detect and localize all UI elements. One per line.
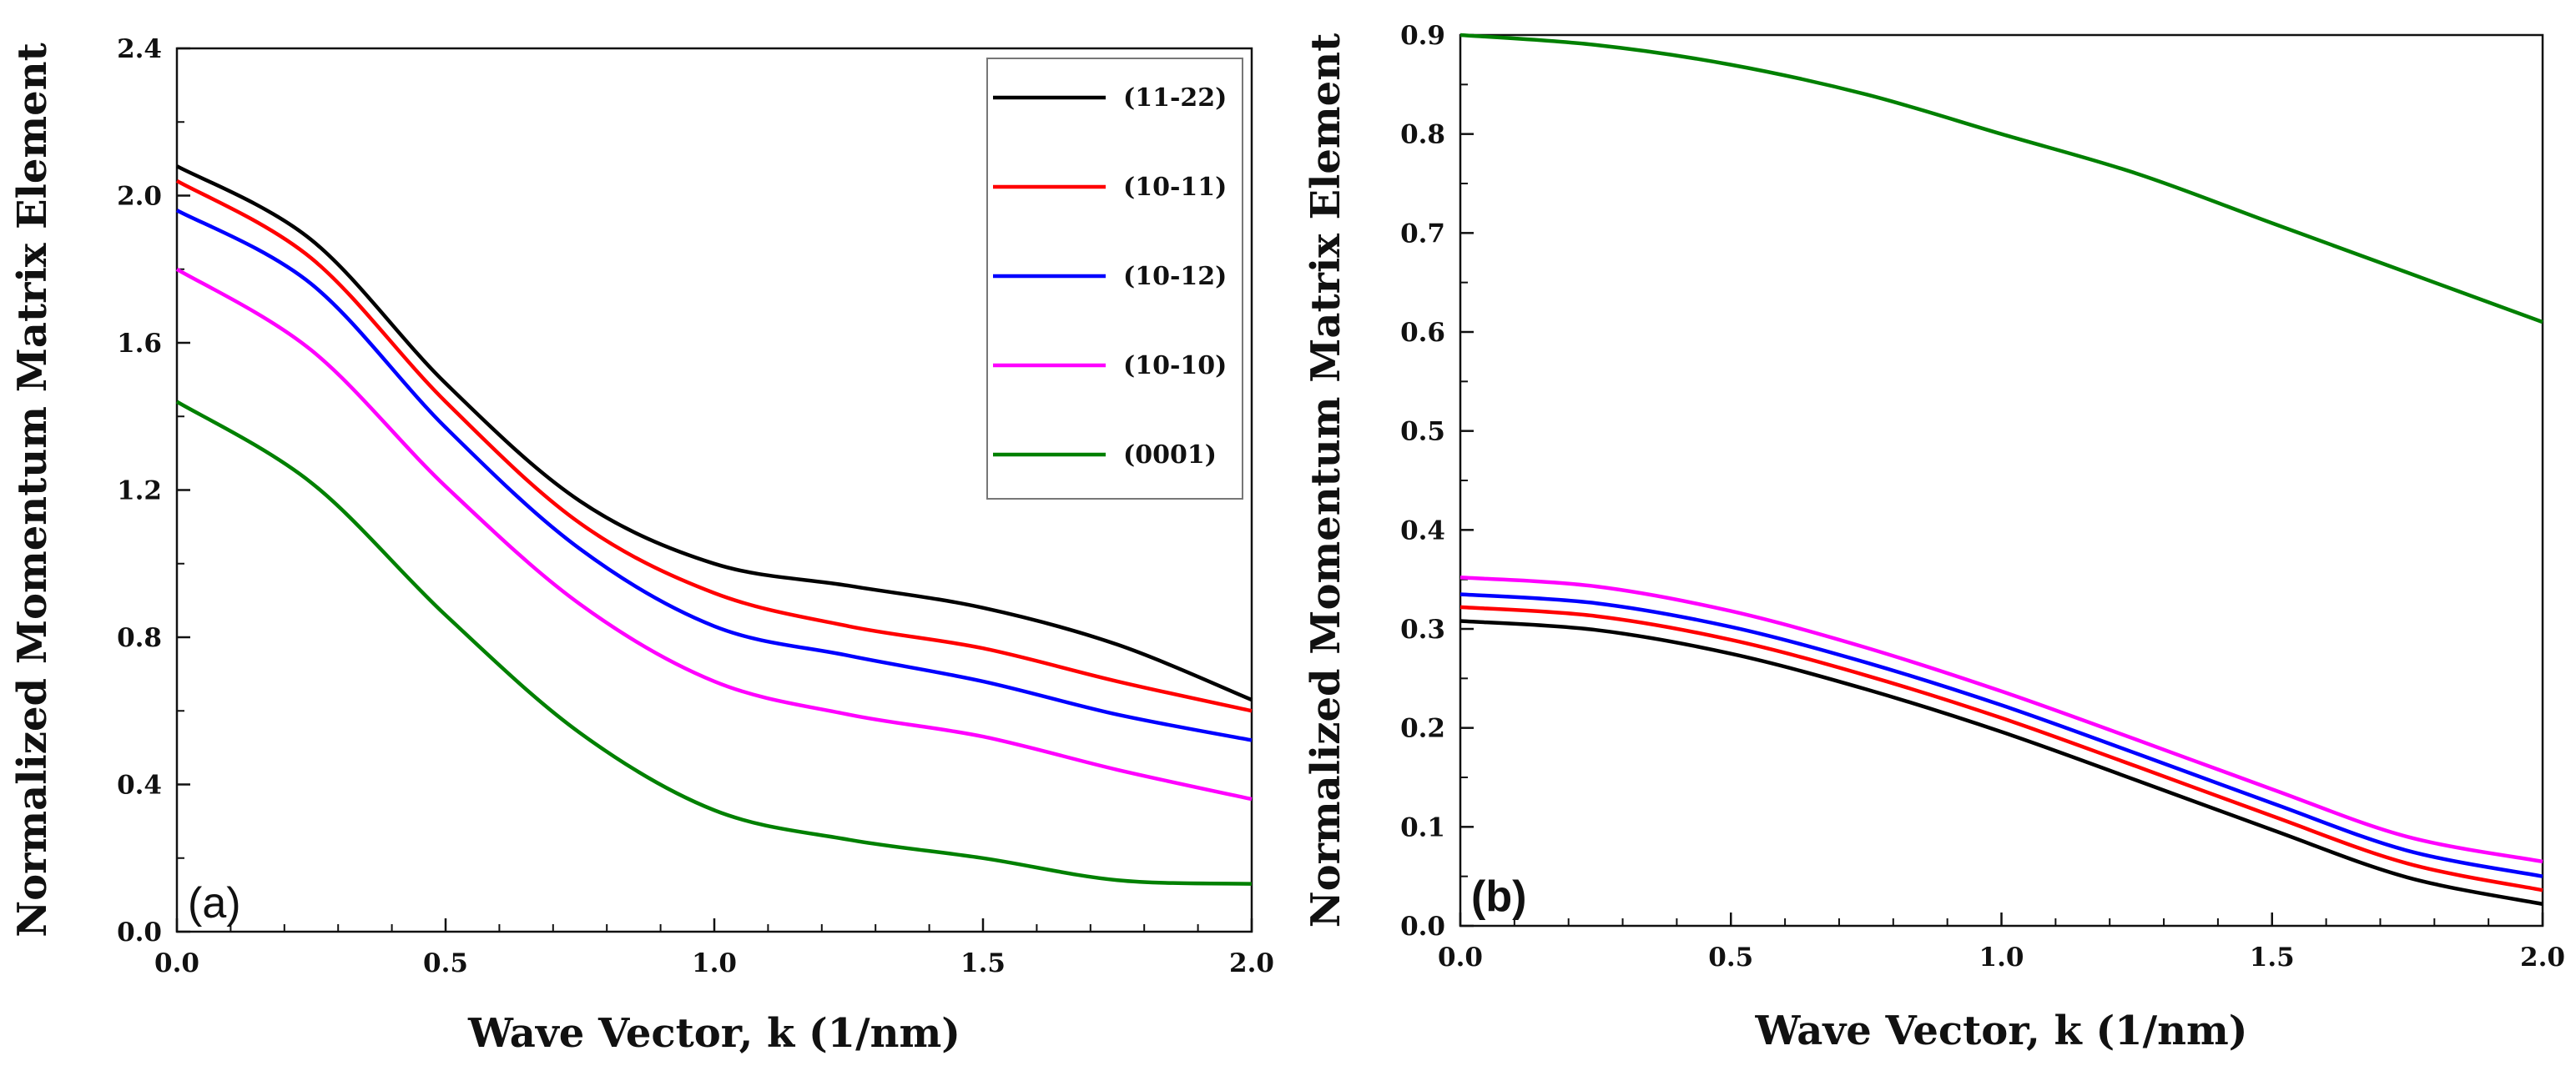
y-tick-label: 0.4: [1400, 515, 1445, 546]
y-tick-label: 0.1: [1400, 812, 1445, 842]
series-line-11-22: [175, 164, 1253, 702]
series-line-0001: [1459, 33, 2543, 324]
series-line-10-12: [1459, 592, 2543, 878]
y-tick-label: 2.4: [117, 34, 162, 64]
y-tick-label: 0.4: [117, 771, 162, 801]
y-tick-label: 2.0: [117, 182, 162, 212]
plot-frame: [1459, 33, 2544, 928]
y-tick-label: 0.7: [1400, 219, 1445, 249]
legend-label-11-22: (11-22): [1123, 83, 1227, 113]
x-tick-label: 1.0: [1979, 943, 2024, 973]
y-tick-label: 0.9: [1400, 21, 1445, 51]
y-tick-label: 0.8: [1400, 120, 1445, 150]
y-tick-label: 0.5: [1400, 417, 1445, 447]
y-tick-label: 1.6: [117, 329, 162, 359]
y-tick-label: 1.2: [117, 476, 162, 506]
series-line-10-10: [175, 267, 1253, 802]
x-axis-title: Wave Vector, k (1/nm): [467, 1010, 960, 1057]
series-line-0001: [175, 400, 1253, 886]
x-tick-label: 1.0: [692, 948, 737, 978]
legend-label-10-10: (10-10): [1123, 351, 1227, 380]
x-tick-label: 0.0: [1438, 943, 1483, 973]
legend: (11-22) (10-11) (10-12) (10-10) (0001): [986, 58, 1243, 500]
y-tick-label: 0.6: [1400, 318, 1445, 348]
y-axis-title: Normalized Momentum Matrix Element: [9, 43, 56, 938]
legend-box: [986, 58, 1243, 500]
series-line-10-12: [175, 209, 1253, 742]
series-line-10-11: [175, 178, 1253, 713]
y-tick-label: 0.3: [1400, 615, 1445, 645]
x-tick-label: 1.5: [960, 948, 1006, 978]
panel-label: (a): [188, 879, 241, 928]
legend-label-10-11: (10-11): [1123, 173, 1227, 202]
x-axis-title: Wave Vector, k (1/nm): [1755, 1008, 2248, 1054]
x-tick-label: 0.5: [1708, 943, 1753, 973]
series-line-10-11: [1459, 605, 2543, 892]
panel-a: 0.0 0.4 0.8 1.2 1.6 2.0 2.4 0.0 0.5 1.0 1.5 2.0 (a) W…: [9, 34, 1274, 1057]
x-tick-label: 2.0: [1229, 948, 1274, 978]
y-axis-title: Normalized Momentum Matrix Element: [1303, 33, 1349, 928]
legend-label-10-12: (10-12): [1123, 262, 1227, 291]
panel-b: 0.0 0.1 0.2 0.3 0.4 0.5 0.6 0.7 0.8 0.9 0.0 0.5 1.0 1…: [1303, 21, 2565, 1054]
panel-label: (b): [1471, 872, 1526, 921]
y-tick-label: 0.8: [117, 623, 162, 653]
x-tick-label: 0.5: [423, 948, 468, 978]
x-tick-label: 1.5: [2250, 943, 2295, 973]
series-line-11-22: [1459, 619, 2543, 907]
legend-label-0001: (0001): [1123, 440, 1217, 470]
y-tick-label: 0.2: [1400, 714, 1445, 744]
y-tick-label: 0.0: [117, 918, 162, 948]
x-tick-label: 2.0: [2520, 943, 2565, 973]
y-tick-label: 0.0: [1400, 912, 1445, 942]
series-line-10-10: [1459, 576, 2543, 864]
x-tick-label: 0.0: [154, 948, 199, 978]
